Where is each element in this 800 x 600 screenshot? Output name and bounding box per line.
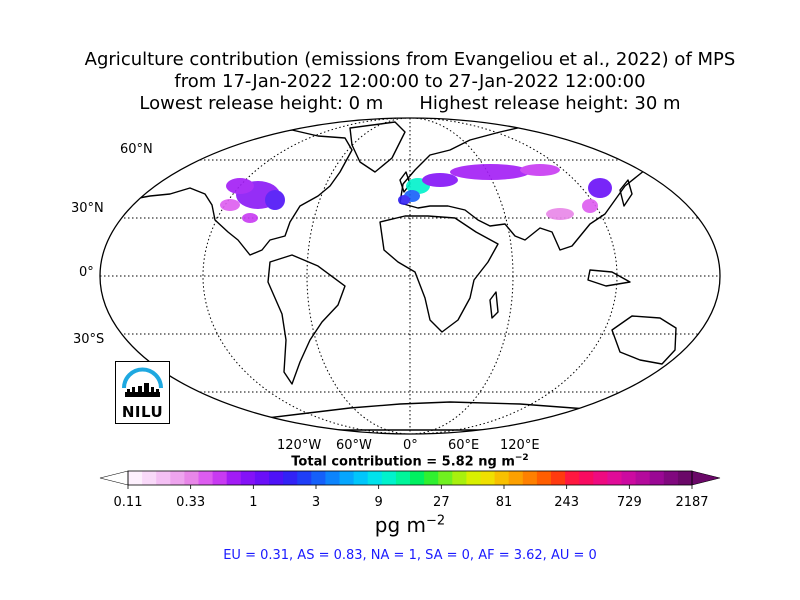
- colorbar-cell: [466, 471, 482, 485]
- japan: [619, 179, 633, 207]
- colorbar-cell: [677, 471, 693, 485]
- colorbar-cell: [381, 471, 397, 485]
- colorbar-tick-label: 2187: [675, 495, 709, 510]
- colorbar-cell: [438, 471, 453, 485]
- plot-title-line-3: Lowest release height: 0 m Highest releas…: [10, 93, 800, 115]
- lat-label-30s: 30°S: [73, 332, 105, 347]
- colorbar-cell: [424, 471, 439, 485]
- lon-label-0: 0°: [403, 438, 418, 453]
- colorbar-cell: [353, 471, 369, 485]
- lon-label-120w: 120°W: [277, 438, 322, 453]
- colorbar-tick-label: 729: [616, 495, 642, 510]
- colorbar-cell: [311, 471, 326, 485]
- colorbar-cell: [551, 471, 566, 485]
- africa: [379, 215, 499, 333]
- colorbar-tick-label: 9: [374, 495, 383, 510]
- colorbar-cell: [607, 471, 623, 485]
- colorbar-cell: [593, 471, 608, 485]
- total-contribution: Total contribution = 5.82 ng m−2: [0, 453, 800, 469]
- lowest-release-height: Lowest release height: 0 m: [139, 93, 384, 114]
- colorbar-cell: [480, 471, 496, 485]
- colorbar-cell: [184, 471, 200, 485]
- nilu-logo-mark: [122, 367, 163, 397]
- colorbar-frame: [127, 470, 693, 486]
- colorbar-cell: [142, 471, 157, 485]
- lon-label-120e: 120°E: [500, 438, 540, 453]
- plot-title-line-2: from 17-Jan-2022 12:00:00 to 27-Jan-2022…: [174, 71, 646, 92]
- lat-label-60n: 60°N: [120, 142, 153, 157]
- total-contribution-exponent: −2: [514, 453, 529, 463]
- map-boundary: [99, 117, 721, 435]
- colorbar-cell: [508, 471, 524, 485]
- graticule: [100, 118, 720, 434]
- colorbar-cell: [565, 471, 580, 485]
- australia: [611, 315, 677, 365]
- emission-field: [220, 164, 612, 223]
- colorbar-unit: pg m−2: [0, 513, 800, 537]
- colorbar-cell: [410, 471, 425, 485]
- colorbar-cell: [128, 471, 143, 485]
- colorbar-unit-text: pg m: [374, 513, 427, 537]
- colorbar-cell: [339, 471, 355, 485]
- nilu-logo: NILU: [115, 361, 170, 424]
- greenland: [349, 121, 406, 173]
- colorbar-cell: [170, 471, 185, 485]
- colorbar-tick-label: 243: [554, 495, 580, 510]
- south-america: [267, 254, 346, 385]
- lat-label-30n: 30°N: [71, 201, 104, 216]
- colorbar-cells: [128, 471, 693, 485]
- colorbar-cell: [649, 471, 665, 485]
- colorbar-cell: [579, 471, 594, 485]
- colorbar-cell: [269, 471, 284, 485]
- lon-label-60w: 60°W: [336, 438, 372, 453]
- colorbar-tick-label: 1: [249, 495, 258, 510]
- colorbar-cell: [367, 471, 383, 485]
- colorbar-cell: [494, 471, 510, 485]
- total-contribution-text: Total contribution = 5.82 ng m: [291, 454, 515, 470]
- colorbar-tick-label: 81: [495, 495, 513, 510]
- colorbar-tick-label: 0.11: [113, 495, 143, 510]
- colorbar-tick-marks: [127, 485, 693, 489]
- colorbar-over-extension: [691, 470, 721, 486]
- colorbar-tick-label: 27: [433, 495, 450, 510]
- highest-release-height: Highest release height: 30 m: [419, 93, 681, 114]
- colorbar-cell: [395, 471, 411, 485]
- colorbar-cell: [536, 471, 552, 485]
- meridian-60: [306, 118, 514, 434]
- colorbar-cell: [156, 471, 171, 485]
- colorbar-cell: [635, 471, 651, 485]
- colorbar-cell: [663, 471, 679, 485]
- nilu-logo-text: NILU: [121, 403, 164, 421]
- colorbar-cell: [297, 471, 312, 485]
- colorbar-cell: [198, 471, 214, 485]
- colorbar-cell: [522, 471, 538, 485]
- colorbar-cell: [621, 471, 637, 485]
- regional-contributions: EU = 0.31, AS = 0.83, NA = 1, SA = 0, AF…: [223, 548, 597, 563]
- colorbar-cell: [325, 471, 341, 485]
- hotspot-north-america: [220, 178, 285, 223]
- colorbar-tick-label: 0.33: [176, 495, 206, 510]
- colorbar-unit-exponent: −2: [426, 513, 446, 529]
- europe-asia: [399, 121, 666, 251]
- lon-label-60e: 60°E: [448, 438, 480, 453]
- hotspot-europe: [398, 173, 458, 205]
- colorbar-cell: [212, 471, 228, 485]
- lat-label-0: 0°: [79, 265, 94, 280]
- colorbar-cell: [283, 471, 298, 485]
- colorbar-tick-label: 3: [311, 495, 321, 510]
- colorbar-cell: [254, 471, 270, 485]
- hotspot-asia: [450, 164, 612, 220]
- plot-title-line-1: Agriculture contribution (emissions from…: [84, 49, 736, 70]
- madagascar: [489, 291, 499, 319]
- colorbar-under-extension: [99, 470, 129, 486]
- colorbar-cell: [240, 471, 256, 485]
- colorbar-cell: [452, 471, 467, 485]
- indonesia: [587, 269, 631, 287]
- colorbar-cell: [226, 471, 242, 485]
- meridian-120: [202, 118, 618, 434]
